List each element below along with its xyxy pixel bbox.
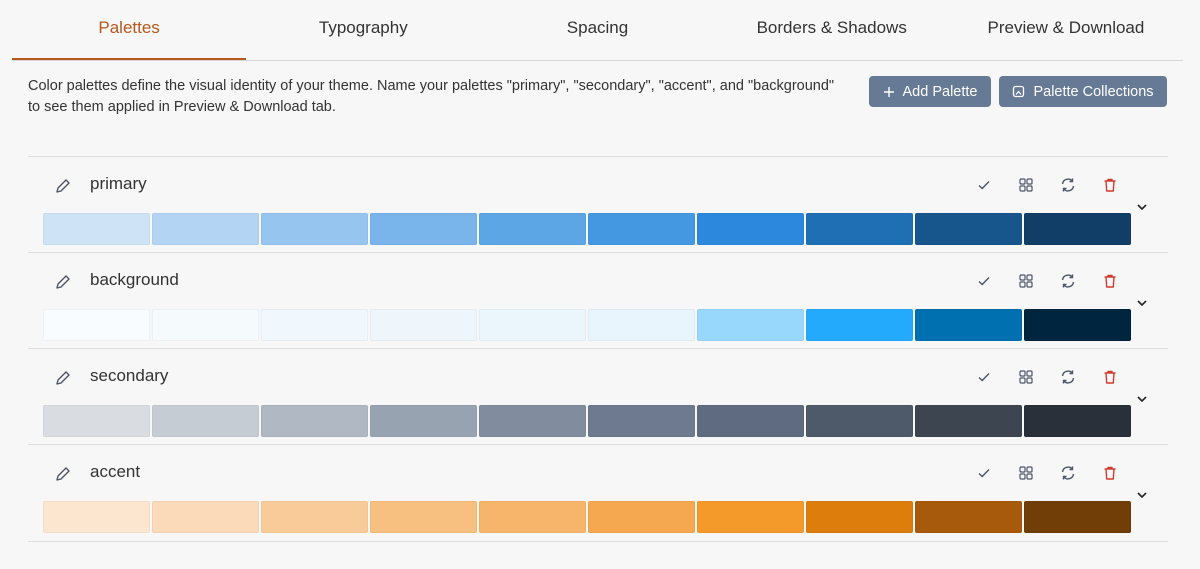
color-swatch[interactable] xyxy=(370,405,477,437)
color-swatch[interactable] xyxy=(479,309,586,341)
color-swatch[interactable] xyxy=(915,213,1022,245)
tab-borders-shadows[interactable]: Borders & Shadows xyxy=(756,18,907,37)
add-palette-button[interactable]: Add Palette xyxy=(869,76,991,107)
color-swatch[interactable] xyxy=(915,309,1022,341)
plus-icon xyxy=(883,86,894,97)
chevron-down-icon[interactable] xyxy=(1134,199,1150,215)
edit-icon[interactable] xyxy=(54,465,72,483)
refresh-icon[interactable] xyxy=(1058,367,1078,387)
color-swatch[interactable] xyxy=(588,309,695,341)
color-swatch-strip xyxy=(43,405,1131,437)
grid-icon[interactable] xyxy=(1016,463,1036,483)
color-swatch[interactable] xyxy=(43,405,150,437)
palette-name: secondary xyxy=(90,366,169,385)
edit-icon[interactable] xyxy=(54,177,72,195)
color-swatch[interactable] xyxy=(806,405,913,437)
trash-icon[interactable] xyxy=(1100,463,1120,483)
palette-actions xyxy=(974,367,1120,387)
color-swatch[interactable] xyxy=(370,309,477,341)
color-swatch[interactable] xyxy=(588,213,695,245)
tab-spacing[interactable]: Spacing xyxy=(566,18,629,37)
color-swatch[interactable] xyxy=(915,405,1022,437)
palette-name: primary xyxy=(90,174,147,193)
color-swatch[interactable] xyxy=(806,213,913,245)
color-swatch[interactable] xyxy=(806,501,913,533)
color-swatch[interactable] xyxy=(806,309,913,341)
chevron-down-icon[interactable] xyxy=(1134,487,1150,503)
color-swatch[interactable] xyxy=(697,501,804,533)
tab-typography[interactable]: Typography xyxy=(318,18,408,37)
color-swatch[interactable] xyxy=(479,213,586,245)
palette-collections-button[interactable]: Palette Collections xyxy=(999,76,1167,107)
palette-name: accent xyxy=(90,462,141,481)
color-swatch[interactable] xyxy=(697,405,804,437)
color-swatch[interactable] xyxy=(1024,405,1131,437)
color-swatch[interactable] xyxy=(152,213,259,245)
edit-icon[interactable] xyxy=(54,273,72,291)
color-swatch[interactable] xyxy=(370,213,477,245)
refresh-icon[interactable] xyxy=(1058,175,1078,195)
refresh-icon[interactable] xyxy=(1058,463,1078,483)
color-swatch[interactable] xyxy=(261,405,368,437)
color-swatch[interactable] xyxy=(261,309,368,341)
color-swatch[interactable] xyxy=(43,213,150,245)
palette-row-secondary: secondary xyxy=(28,348,1168,444)
color-swatch[interactable] xyxy=(588,501,695,533)
color-swatch[interactable] xyxy=(152,309,259,341)
check-icon[interactable] xyxy=(974,463,994,483)
color-swatch[interactable] xyxy=(43,309,150,341)
color-swatch[interactable] xyxy=(479,501,586,533)
palette-row-accent: accent xyxy=(28,444,1168,542)
trash-icon[interactable] xyxy=(1100,271,1120,291)
color-swatch[interactable] xyxy=(1024,501,1131,533)
color-swatch[interactable] xyxy=(697,309,804,341)
color-swatch[interactable] xyxy=(370,501,477,533)
palette-row-primary: primary xyxy=(28,156,1168,252)
color-swatch[interactable] xyxy=(1024,213,1131,245)
palette-actions xyxy=(974,175,1120,195)
trash-icon[interactable] xyxy=(1100,175,1120,195)
check-icon[interactable] xyxy=(974,175,994,195)
color-swatch[interactable] xyxy=(697,213,804,245)
tab-preview-download[interactable]: Preview & Download xyxy=(987,18,1145,37)
tab-palettes[interactable]: Palettes xyxy=(12,0,247,60)
color-swatch-strip xyxy=(43,213,1131,245)
check-icon[interactable] xyxy=(974,367,994,387)
tab-bar: Palettes Typography Spacing Borders & Shado… xyxy=(12,0,1183,61)
grid-icon[interactable] xyxy=(1016,271,1036,291)
color-swatch[interactable] xyxy=(43,501,150,533)
color-swatch[interactable] xyxy=(152,405,259,437)
color-swatch-strip xyxy=(43,501,1131,533)
color-swatch[interactable] xyxy=(915,501,1022,533)
color-swatch[interactable] xyxy=(152,501,259,533)
palette-actions xyxy=(974,271,1120,291)
collection-icon xyxy=(1013,85,1025,98)
grid-icon[interactable] xyxy=(1016,367,1036,387)
chevron-down-icon[interactable] xyxy=(1134,391,1150,407)
palette-collections-label: Palette Collections xyxy=(1033,83,1154,100)
palettes-description: Color palettes define the visual identit… xyxy=(28,78,835,115)
chevron-down-icon[interactable] xyxy=(1134,295,1150,311)
grid-icon[interactable] xyxy=(1016,175,1036,195)
color-swatch-strip xyxy=(43,309,1131,341)
palette-list: primary background secondary accent xyxy=(28,156,1168,542)
color-swatch[interactable] xyxy=(261,213,368,245)
edit-icon[interactable] xyxy=(54,369,72,387)
color-swatch[interactable] xyxy=(588,405,695,437)
palette-name: background xyxy=(90,270,179,289)
color-swatch[interactable] xyxy=(479,405,586,437)
color-swatch[interactable] xyxy=(1024,309,1131,341)
refresh-icon[interactable] xyxy=(1058,271,1078,291)
check-icon[interactable] xyxy=(974,271,994,291)
palette-row-background: background xyxy=(28,252,1168,348)
trash-icon[interactable] xyxy=(1100,367,1120,387)
add-palette-label: Add Palette xyxy=(902,83,978,100)
palette-actions xyxy=(974,463,1120,483)
color-swatch[interactable] xyxy=(261,501,368,533)
